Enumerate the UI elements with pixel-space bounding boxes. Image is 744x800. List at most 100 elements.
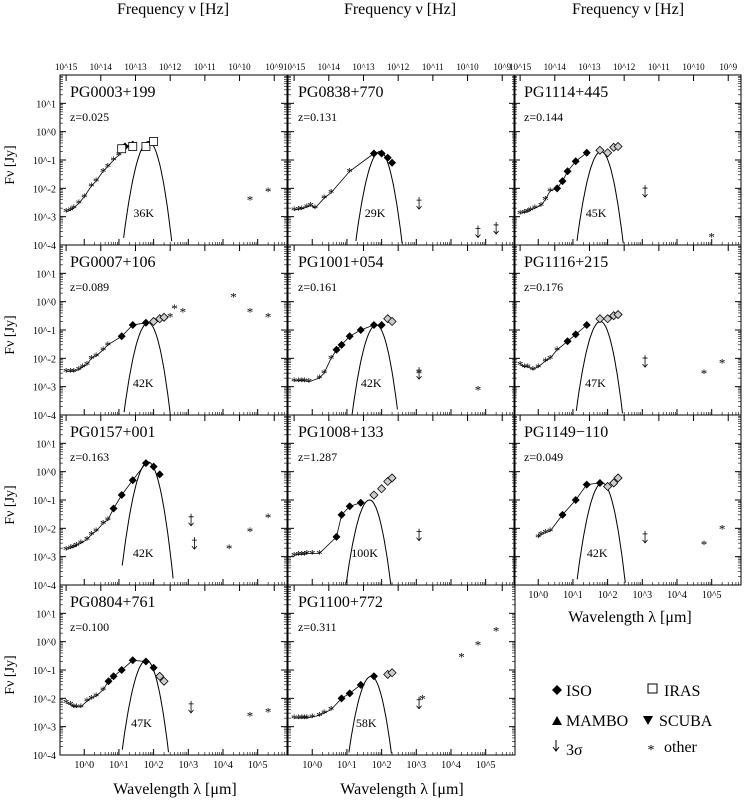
- iso-point-open: [155, 671, 165, 681]
- top-tick-label: 10^12: [387, 62, 409, 72]
- panel-name: PG1149−110: [524, 424, 608, 441]
- top-tick-label: 10^9: [265, 62, 283, 72]
- other-point: *: [265, 309, 272, 324]
- upper-limit-marker: [642, 530, 648, 544]
- redshift-label: z=0.049: [524, 450, 563, 464]
- panel-10: 10^0 10^1 10^2 10^3 10^4 10^5 PG1100+772 z=0.31…: [287, 584, 516, 771]
- panel-0: 10^1 10^0 10^-1 10^-2 10^-3 10^-4 10^15 10^14 10…: [33, 62, 288, 252]
- other-point: *: [67, 203, 74, 218]
- other-point: *: [701, 537, 708, 552]
- other-point: *: [67, 364, 74, 379]
- other-point: *: [547, 184, 554, 199]
- panel-name: PG1001+054: [298, 254, 383, 271]
- bottom-tick-label: 10^1: [337, 760, 357, 771]
- iso-point: [356, 498, 365, 507]
- top-tick-label: 10^15: [509, 62, 532, 72]
- upper-limit-marker: [416, 197, 422, 210]
- iso-point: [377, 149, 386, 158]
- top-tick-label: 10^13: [124, 62, 147, 72]
- iso-point-open: [609, 478, 619, 488]
- legend-scuba-marker: [643, 716, 653, 725]
- temperature-label: 29K: [365, 206, 386, 220]
- other-point: *: [67, 541, 74, 556]
- other-point: *: [93, 524, 100, 539]
- other-point: *: [328, 351, 335, 366]
- bottom-tick-label: 10^4: [667, 590, 687, 601]
- legend-mambo-label: MAMBO: [566, 713, 628, 730]
- iso-point: [141, 318, 150, 327]
- other-point: *: [71, 540, 78, 555]
- iso-point: [571, 157, 580, 166]
- iso-point-open: [613, 310, 623, 320]
- legend-limit-marker: [552, 740, 560, 752]
- iso-point: [369, 672, 378, 681]
- panel-1: 10^15 10^14 10^13 10^12 10^11 10^10 10^9 PG0838…: [283, 62, 516, 246]
- iso-point: [558, 177, 567, 186]
- y-tick-label: 10^-3: [33, 213, 56, 224]
- legend-sigma-label: 3σ: [566, 742, 583, 759]
- panel-name: PG1116+215: [524, 254, 608, 271]
- other-point: *: [475, 637, 482, 652]
- other-point: *: [547, 351, 554, 366]
- bottom-tick-label: 10^5: [476, 760, 496, 771]
- other-point: *: [532, 201, 539, 216]
- other-point: *: [542, 526, 549, 541]
- other-point: *: [230, 290, 237, 305]
- iso-point-open: [613, 473, 623, 483]
- bottom-tick-label: 10^1: [109, 760, 129, 771]
- y-axis-label-row3: Fν [Jy]: [3, 485, 18, 524]
- upper-limit-marker: [188, 513, 194, 527]
- other-point: *: [517, 358, 524, 373]
- iso-point: [356, 326, 365, 334]
- iso-point: [563, 167, 572, 176]
- redshift-label: z=0.163: [70, 450, 109, 464]
- other-point: *: [81, 190, 88, 205]
- other-point: *: [321, 366, 328, 381]
- other-point: *: [67, 698, 74, 713]
- other-point: *: [295, 202, 302, 217]
- y-axis-label-row4: Fν [Jy]: [3, 655, 18, 694]
- iso-point: [332, 345, 341, 354]
- y-tick-label: 10^-2: [33, 184, 56, 195]
- panel-name: PG1100+772: [298, 594, 383, 611]
- other-point: *: [701, 366, 708, 381]
- other-point: *: [307, 198, 314, 213]
- iso-point: [345, 332, 354, 341]
- other-point: *: [542, 193, 549, 208]
- legend-other-marker: *: [648, 743, 655, 758]
- blackbody-fit-curve: [576, 150, 624, 244]
- bottom-tick-label: 10^2: [372, 760, 392, 771]
- top-tick-label: 10^9: [493, 62, 511, 72]
- bottom-tick-label: 10^4: [441, 760, 461, 771]
- bottom-axis-label-col3: Wavelength λ [μm]: [568, 609, 691, 626]
- other-point: *: [93, 174, 100, 189]
- bottom-tick-label: 10^0: [528, 590, 548, 601]
- iso-point: [558, 510, 567, 519]
- bottom-tick-label: 10^4: [213, 760, 233, 771]
- other-point: *: [295, 711, 302, 726]
- iso-point: [117, 332, 126, 341]
- iso-point: [345, 689, 354, 698]
- other-point: *: [542, 354, 549, 369]
- upper-limit-marker: [642, 185, 648, 198]
- iso-point: [104, 677, 113, 686]
- iso-point-open: [377, 484, 387, 494]
- iso-point: [141, 657, 150, 666]
- other-point: *: [312, 201, 319, 216]
- other-point: *: [299, 711, 306, 726]
- other-point: *: [301, 374, 308, 389]
- other-point: *: [73, 700, 80, 715]
- legend-iso-label: ISO: [566, 683, 592, 700]
- other-point: *: [493, 623, 500, 638]
- other-point: *: [247, 708, 254, 723]
- top-tick-label: 10^14: [90, 62, 113, 72]
- iso-point: [571, 496, 580, 504]
- iso-point: [141, 459, 150, 468]
- legend-mambo-marker: [552, 716, 562, 725]
- other-point: *: [291, 548, 298, 563]
- y-tick-label: 10^1: [36, 269, 56, 280]
- other-point: *: [100, 683, 107, 698]
- top-tick-label: 10^13: [352, 62, 375, 72]
- y-tick-label: 10^0: [36, 638, 56, 649]
